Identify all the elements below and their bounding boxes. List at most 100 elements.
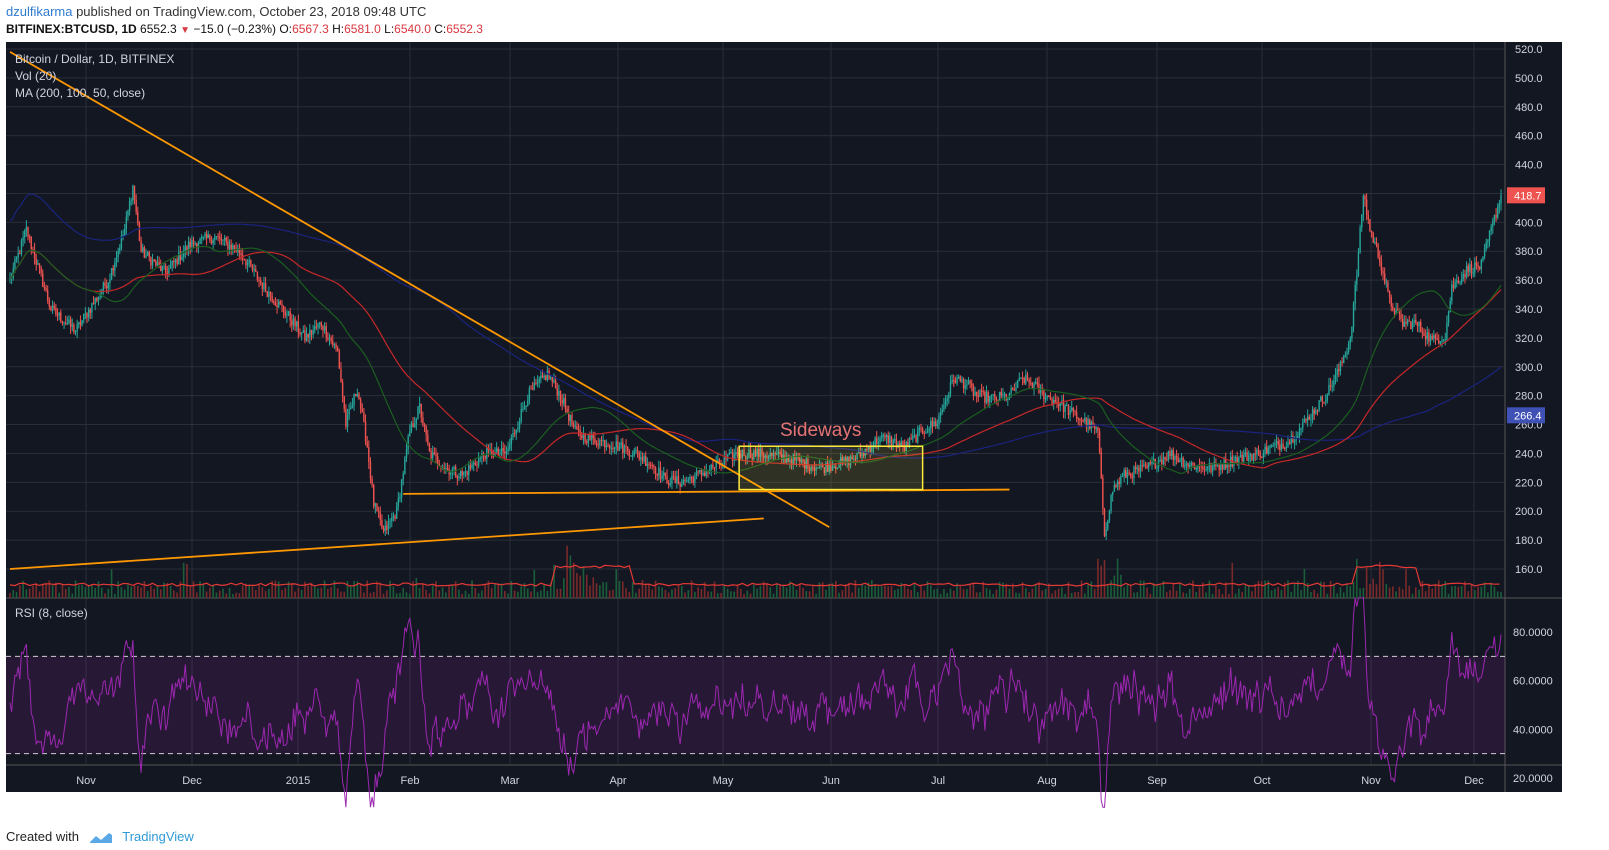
volume-bar bbox=[726, 588, 729, 598]
candle-body bbox=[921, 428, 924, 434]
candle-body bbox=[1375, 242, 1378, 245]
volume-bar bbox=[838, 592, 840, 598]
volume-bar bbox=[195, 592, 198, 598]
candle-body bbox=[135, 199, 137, 213]
candle-body bbox=[163, 265, 165, 267]
candle-body bbox=[902, 441, 904, 446]
volume-bar bbox=[271, 580, 273, 598]
volume-bar bbox=[674, 588, 677, 598]
volume-bar bbox=[248, 584, 251, 598]
candle-body bbox=[497, 448, 499, 455]
low-value: 6540.0 bbox=[394, 22, 431, 36]
candle-body bbox=[197, 243, 200, 248]
candle-body bbox=[877, 442, 880, 444]
candle-body bbox=[484, 455, 486, 459]
candle-body bbox=[63, 322, 65, 324]
candle-body bbox=[713, 467, 716, 469]
candle-body bbox=[951, 380, 953, 382]
candle-body bbox=[1244, 452, 1247, 455]
candle-body bbox=[178, 252, 180, 265]
down-triangle-icon: ▼ bbox=[180, 25, 190, 36]
volume-bar bbox=[74, 580, 77, 598]
candle-body bbox=[1346, 351, 1348, 355]
candle-body bbox=[571, 414, 573, 425]
volume-bar bbox=[1342, 592, 1345, 598]
candle-body bbox=[78, 321, 80, 324]
candle-body bbox=[66, 323, 69, 325]
candle-body bbox=[412, 423, 414, 428]
candle-body bbox=[1462, 274, 1465, 279]
candle-body bbox=[835, 466, 837, 470]
candle-body bbox=[415, 418, 418, 424]
volume-bar bbox=[402, 588, 405, 598]
volume-bar bbox=[22, 580, 24, 598]
candle-body bbox=[1323, 401, 1325, 403]
candle-body bbox=[1080, 419, 1083, 422]
candle-body bbox=[577, 429, 580, 431]
candle-body bbox=[286, 314, 288, 316]
candle-body bbox=[1223, 458, 1225, 470]
volume-bar bbox=[117, 581, 119, 598]
volume-bar bbox=[785, 587, 788, 598]
candle-body bbox=[1339, 361, 1342, 372]
candle-body bbox=[35, 259, 37, 265]
volume-bar bbox=[68, 586, 70, 598]
candle-body bbox=[641, 457, 644, 462]
candle-body bbox=[137, 212, 139, 224]
candle-body bbox=[1474, 262, 1476, 273]
publish-info: dzulfikarma published on TradingView.com… bbox=[6, 4, 426, 19]
volume-bar bbox=[48, 580, 51, 598]
candle-body bbox=[1313, 409, 1315, 414]
candle-body bbox=[1351, 326, 1353, 339]
candle-body bbox=[479, 457, 481, 459]
volume-bar bbox=[451, 584, 454, 598]
volume-bar bbox=[369, 592, 372, 598]
candle-body bbox=[94, 298, 96, 305]
candle-body bbox=[417, 406, 419, 419]
candle-body bbox=[243, 258, 245, 261]
candle-body bbox=[518, 421, 521, 428]
candle-body bbox=[1421, 331, 1424, 333]
candle-body bbox=[584, 433, 586, 442]
candle-body bbox=[1382, 270, 1384, 274]
candle-body bbox=[74, 331, 77, 333]
candle-body bbox=[733, 454, 735, 461]
volume-bar bbox=[1470, 584, 1473, 598]
candle-body bbox=[871, 446, 873, 452]
candle-body bbox=[556, 387, 558, 396]
candle-body bbox=[1059, 403, 1061, 407]
candle-body bbox=[153, 259, 155, 262]
candle-body bbox=[808, 468, 811, 471]
candle-body bbox=[972, 386, 975, 396]
candle-body bbox=[1216, 465, 1219, 467]
author-link[interactable]: dzulfikarma bbox=[6, 4, 73, 19]
candle-body bbox=[1251, 454, 1253, 461]
candle-body bbox=[158, 262, 160, 265]
volume-bar bbox=[353, 581, 355, 598]
candle-body bbox=[795, 457, 798, 461]
candle-body bbox=[766, 455, 768, 459]
candle-body bbox=[931, 421, 934, 427]
volume-bar bbox=[284, 587, 287, 598]
candle-body bbox=[859, 450, 862, 457]
candle-body bbox=[346, 414, 349, 427]
volume-bar bbox=[1224, 582, 1227, 598]
candle-body bbox=[767, 456, 770, 459]
volume-bar bbox=[1388, 587, 1391, 598]
volume-bar bbox=[182, 562, 185, 598]
candle-body bbox=[97, 296, 100, 301]
candle-body bbox=[1103, 509, 1106, 536]
volume-bar bbox=[156, 586, 159, 598]
candle-body bbox=[43, 287, 46, 289]
volume-bar bbox=[494, 584, 496, 598]
candle-body bbox=[24, 230, 26, 238]
candle-body bbox=[928, 428, 930, 432]
candle-body bbox=[395, 506, 398, 519]
candle-body bbox=[1401, 319, 1404, 327]
volume-bar bbox=[222, 588, 224, 598]
candle-body bbox=[620, 442, 622, 447]
candle-body bbox=[128, 201, 131, 211]
candle-body bbox=[299, 332, 301, 335]
tradingview-link[interactable]: TradingView bbox=[122, 829, 194, 844]
